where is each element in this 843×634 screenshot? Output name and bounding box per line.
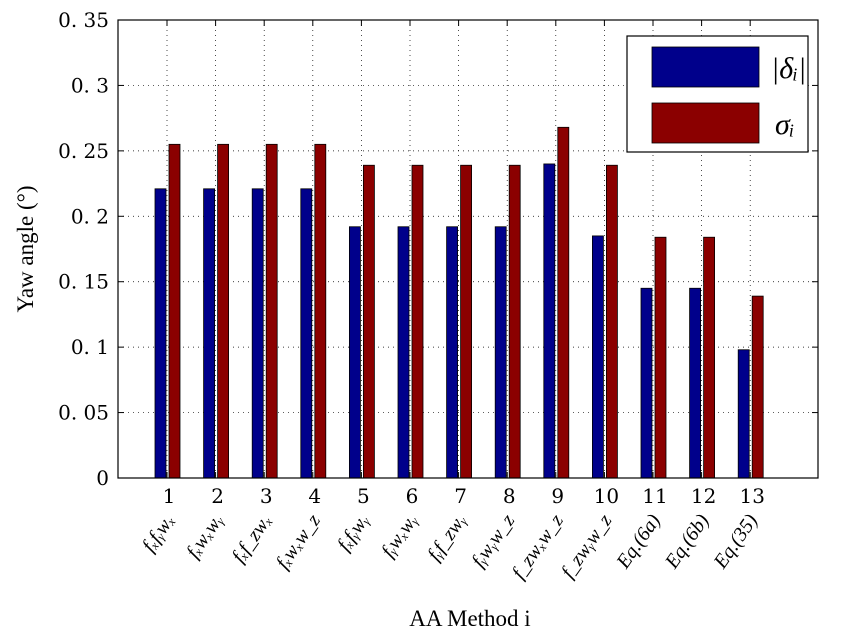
x-tick-label: 13 — [739, 484, 764, 508]
y-tick-label: 0. 15 — [58, 270, 109, 294]
bar-delta — [494, 226, 507, 479]
legend-swatch-delta — [651, 46, 760, 88]
x-axis-title: AA Method i — [409, 606, 530, 631]
bar-delta — [397, 226, 410, 479]
bar-sigma — [411, 164, 424, 479]
method-label: fₓfᵧwᵧ — [333, 510, 374, 555]
method-label: f_zwᵧw_z — [557, 510, 617, 582]
x-tick-label: 1 — [163, 484, 176, 508]
x-tick-label: 5 — [357, 484, 370, 508]
legend-swatch-sigma — [651, 102, 760, 144]
bar-delta — [689, 287, 701, 479]
plot-frame — [117, 19, 819, 479]
method-label: fᵧf_zwᵧ — [423, 510, 471, 565]
bar-delta — [300, 188, 313, 479]
method-label: fᵧwₓwᵧ — [377, 510, 422, 562]
y-axis-ticks: 0 0. 05 0. 1 0. 15 0. 2 0. 25 0. 3 0. 35 — [58, 8, 818, 490]
bar-sigma — [508, 164, 521, 479]
bar-delta — [543, 163, 556, 479]
method-label: fₓwₓwᵧ — [182, 510, 228, 562]
x-tick-label: 3 — [260, 484, 273, 508]
method-label: Eq.(6a) — [612, 510, 666, 573]
x-tick-label: 7 — [454, 484, 467, 508]
method-label: Eq.(6b) — [660, 510, 714, 573]
x-tick-label: 11 — [642, 484, 667, 508]
x-tick-label: 4 — [308, 484, 321, 508]
y-tick-label: 0. 3 — [71, 73, 109, 97]
bar-delta — [592, 235, 604, 479]
x-tick-label: 8 — [503, 484, 516, 508]
bar-delta — [348, 226, 361, 479]
bar-delta — [446, 226, 459, 479]
x-tick-label: 6 — [406, 484, 419, 508]
bar-delta — [203, 188, 216, 479]
method-label: fₓwₓw_z — [272, 510, 325, 573]
y-tick-label: 0 — [96, 466, 109, 490]
bar-delta — [640, 287, 653, 479]
bar-delta — [737, 349, 750, 479]
y-axis-title: Yaw angle (°) — [13, 186, 38, 313]
legend-label-sigma: σᵢ — [775, 108, 795, 141]
bar-sigma — [168, 143, 181, 479]
bar-sigma — [703, 236, 715, 479]
y-tick-label: 0. 35 — [58, 8, 109, 32]
method-label: fᵧwᵧw_z — [467, 510, 519, 571]
bar-sigma — [751, 295, 764, 479]
bar-sigma — [460, 164, 473, 479]
bar-sigma — [314, 143, 327, 479]
method-label: fₓf_zwₓ — [228, 510, 277, 567]
x-tick-label: 2 — [211, 484, 224, 508]
y-tick-label: 0. 2 — [71, 204, 109, 228]
method-label: Eq.(35) — [709, 510, 763, 573]
y-tick-label: 0. 1 — [71, 335, 109, 359]
bar-sigma — [606, 164, 618, 479]
bars — [154, 126, 764, 479]
bar-sigma — [217, 143, 230, 479]
bar-sigma — [265, 143, 278, 479]
y-tick-label: 0. 25 — [58, 139, 109, 163]
bar-sigma — [557, 126, 570, 479]
bar-delta — [251, 188, 264, 479]
x-tick-label: 12 — [691, 484, 716, 508]
bar-sigma — [654, 236, 667, 479]
y-tick-label: 0. 05 — [58, 401, 109, 425]
bar-sigma — [362, 164, 375, 479]
legend: |δᵢ| σᵢ — [626, 35, 809, 153]
x-tick-label: 10 — [594, 484, 619, 508]
method-label: fₓfᵧwₓ — [138, 510, 179, 556]
x-tick-label: 9 — [551, 484, 564, 508]
bar-delta — [154, 188, 167, 479]
legend-label-delta: |δᵢ| — [771, 52, 806, 85]
